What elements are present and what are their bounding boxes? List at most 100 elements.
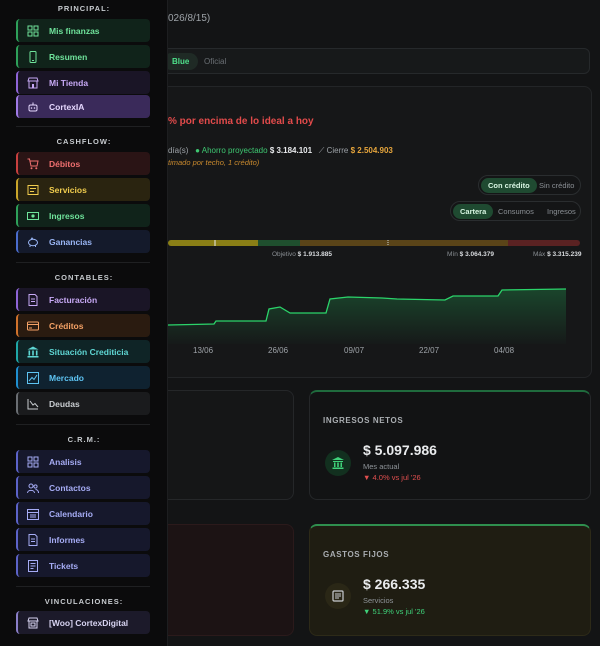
sidebar-item-mis-finanzas[interactable]: Mis finanzas [16,19,150,42]
sidebar-item-label: Calendario [49,508,93,519]
sidebar-item-label: Débitos [49,158,81,169]
sidebar-item-label: CortexIA [49,101,85,112]
sidebar: PRINCIPAL: Mis finanzas Resumen Mi Tiend… [0,0,168,646]
tab-cartera[interactable]: Cartera [453,204,494,219]
card-title: INGRESOS NETOS [323,416,404,425]
grid-icon [26,24,40,38]
sidebar-item-label: Créditos [49,320,84,331]
gastos-value: $ 266.335 [363,576,426,592]
savings-label: Ahorro proyectado [201,146,268,155]
area-line [168,288,567,326]
sidebar-item-ingresos[interactable]: Ingresos [16,204,150,227]
section-vinculaciones: VINCULACIONES: [44,597,124,606]
card-icon [26,319,40,333]
sidebar-item-contactos[interactable]: Contactos [16,476,150,499]
sidebar-item-servicios[interactable]: Servicios [16,178,150,201]
close-label: Cierre [326,146,349,155]
chart-trend-icon [26,397,40,411]
sidebar-item-label: Informes [49,534,85,545]
sidebar-item-label: Analisis [49,456,82,467]
bank-icon [325,450,351,476]
sidebar-item-cortexia[interactable]: CortexIA [16,95,150,118]
sidebar-item-deudas[interactable]: Deudas [16,392,150,415]
sidebar-item-mercado[interactable]: Mercado [16,366,150,389]
card-title: GASTOS FIJOS [323,550,390,559]
sidebar-item-analisis[interactable]: Analisis [16,450,150,473]
days-label: día(s) [168,146,189,155]
ingresos-delta: ▼ 4.0% vs jul '26 [363,473,421,482]
tab-ingresos[interactable]: Ingresos [547,207,576,216]
ingresos-sub: Mes actual [363,462,400,471]
sidebar-item-label: Servicios [49,184,87,195]
ingresos-value: $ 5.097.986 [363,442,437,458]
without-credit-button[interactable]: Sin crédito [539,181,575,190]
sidebar-item-debitos[interactable]: Débitos [16,152,150,175]
with-credit-button[interactable]: Con crédito [481,178,537,193]
projection-row: día(s) ● Ahorro proyectado $ 3.184.101 ⟋… [168,146,393,156]
area-fill [168,289,566,344]
section-divider [16,424,150,425]
grid-icon [26,455,40,469]
kpi-card-left-2 [150,524,294,636]
sidebar-item-informes[interactable]: Informes [16,528,150,551]
sidebar-item-calendario[interactable]: Calendario [16,502,150,525]
tab-consumos[interactable]: Consumos [498,207,534,216]
view-toggle: Cartera Consumos Ingresos [450,201,581,221]
piggy-bank-icon [26,235,40,249]
phone-icon [26,50,40,64]
sidebar-item-facturacion[interactable]: Facturación [16,288,150,311]
sidebar-item-creditos[interactable]: Créditos [16,314,150,337]
sidebar-item-label: Situación Crediticia [49,346,129,357]
section-principal: PRINCIPAL: [57,4,111,13]
currency-filter: Blue Oficial [150,48,590,74]
savings-value: $ 3.184.101 [269,146,313,155]
x-tick: 09/07 [344,346,365,355]
section-divider [16,262,150,263]
max-label: Máx $ 3.315.239 [533,251,582,258]
budget-scale-bar [168,240,580,246]
sidebar-item-label: Mi Tienda [49,77,89,88]
sidebar-item-label: [Woo] CortexDigital [49,617,129,628]
gastos-sub: Servicios [363,596,394,605]
objective-label: Objetivo $ 1.913.885 [272,251,333,258]
section-divider [16,586,150,587]
cart-icon [26,157,40,171]
sidebar-item-woo-cortexdigital[interactable]: [Woo] CortexDigital [16,611,150,634]
sidebar-item-tickets[interactable]: Tickets [16,554,150,577]
sidebar-item-label: Facturación [49,294,98,305]
x-tick: 13/06 [193,346,214,355]
sidebar-item-label: Mercado [49,372,84,383]
section-crm: C.R.M.: [67,435,101,444]
date-range-text: 026/8/15) [168,13,211,24]
robot-icon [26,100,40,114]
sidebar-item-mi-tienda[interactable]: Mi Tienda [16,71,150,94]
sidebar-item-label: Deudas [49,398,80,409]
receipt-icon [325,583,351,609]
invoice-icon [26,293,40,307]
store-icon [26,76,40,90]
down-arrow-icon: ▼ [363,607,371,616]
sidebar-item-label: Ingresos [49,210,85,221]
filter-blue-button[interactable]: Blue [163,53,199,70]
section-divider [16,126,150,127]
budget-alert: % por encima de lo ideal a hoy [168,116,314,127]
min-label: Mín $ 3.064.379 [447,251,494,258]
sidebar-item-situacion-crediticia[interactable]: Situación Crediticia [16,340,150,363]
sidebar-item-label: Contactos [49,482,91,493]
credit-toggle: Con crédito Sin crédito [478,175,581,195]
filter-oficial-button[interactable]: Oficial [204,57,227,66]
x-tick: 04/08 [494,346,515,355]
sidebar-item-resumen[interactable]: Resumen [16,45,150,68]
chart-line-icon [26,371,40,385]
sidebar-item-label: Mis finanzas [49,25,100,36]
trend-icon: ⟋ [318,146,325,155]
users-icon [26,481,40,495]
x-tick: 26/06 [268,346,289,355]
document-icon [26,533,40,547]
down-arrow-icon: ▼ [363,473,371,482]
bank-icon [26,345,40,359]
sidebar-item-ganancias[interactable]: Ganancias [16,230,150,253]
section-cashflow: CASHFLOW: [56,137,112,146]
ingresos-netos-card: INGRESOS NETOS $ 5.097.986 Mes actual ▼ … [309,390,591,500]
